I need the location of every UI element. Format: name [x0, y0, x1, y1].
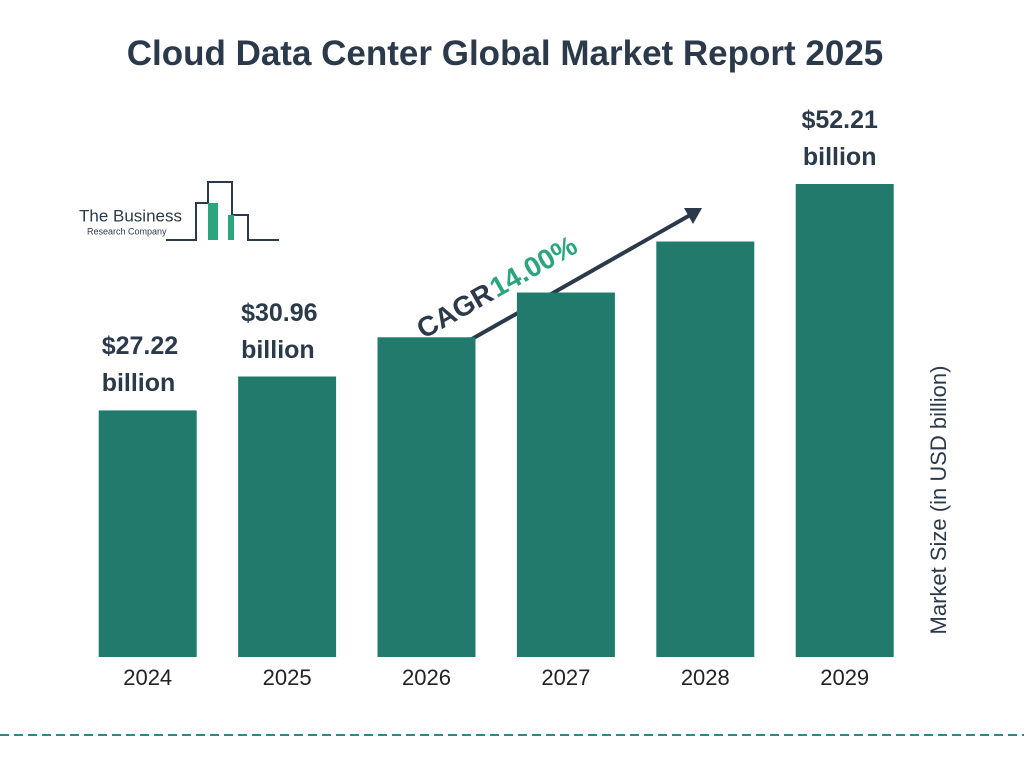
- bar: [377, 337, 476, 657]
- x-tick-label: 2025: [263, 665, 312, 690]
- cagr-label: CAGR: [411, 277, 498, 345]
- logo: The Business Research Company: [79, 181, 279, 241]
- x-tick-label: 2026: [402, 665, 451, 690]
- value-label: $30.96 billion: [241, 298, 318, 364]
- chart-title: Cloud Data Center Global Market Report 2…: [126, 34, 884, 73]
- y-axis-label: Market Size (in USD billion): [926, 366, 951, 635]
- logo-outline: [166, 181, 279, 241]
- x-tick-label: 2027: [541, 665, 590, 690]
- logo-bar: [228, 215, 234, 240]
- logo-line1: The Business: [79, 206, 182, 225]
- bar: [98, 410, 197, 657]
- cagr-arrowhead: [684, 208, 702, 224]
- bar: [238, 376, 337, 657]
- x-tick-label: 2024: [123, 665, 172, 690]
- bar: [795, 184, 894, 657]
- bar: [656, 241, 755, 657]
- x-tick-label: 2028: [681, 665, 730, 690]
- bar: [516, 292, 615, 657]
- value-label: $27.22 billion: [101, 332, 179, 398]
- x-tick-label: 2029: [820, 665, 869, 690]
- cagr-value: 14.00%: [484, 229, 582, 303]
- logo-line2: Research Company: [87, 226, 167, 236]
- value-label: $52.21 billion: [801, 106, 878, 171]
- logo-bar: [208, 203, 218, 240]
